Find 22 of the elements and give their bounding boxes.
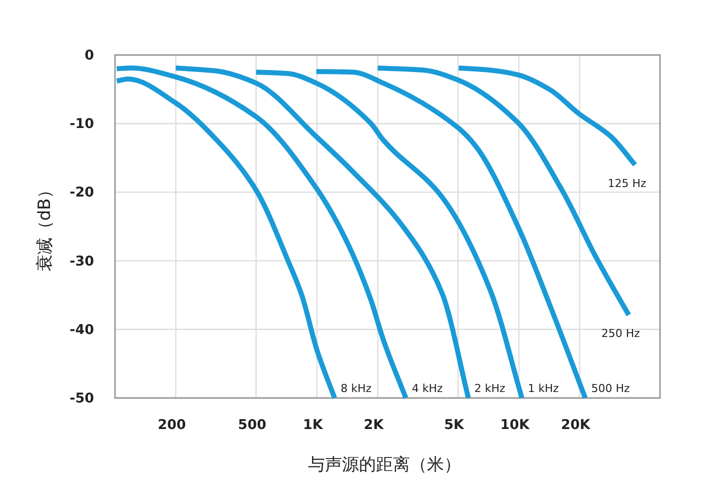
y-tick-label: -40 bbox=[70, 322, 94, 338]
y-tick-label: -10 bbox=[70, 116, 94, 132]
series-label: 2 kHz bbox=[474, 382, 506, 395]
x-tick-label: 5K bbox=[444, 417, 465, 433]
x-tick-label: 500 bbox=[238, 417, 266, 433]
y-tick-label: 0 bbox=[84, 48, 94, 64]
series-label: 500 Hz bbox=[591, 382, 630, 395]
y-tick-label: -20 bbox=[70, 184, 94, 201]
x-tick-label: 2K bbox=[364, 417, 384, 433]
y-axis-title: 衰减（dB） bbox=[35, 181, 55, 272]
x-tick-label: 200 bbox=[158, 417, 186, 433]
x-tick-label: 1K bbox=[303, 417, 324, 433]
series-label: 4 kHz bbox=[412, 382, 443, 395]
x-tick-label: 10K bbox=[500, 417, 530, 433]
series-label: 8 kHz bbox=[340, 382, 372, 395]
series-label: 1 kHz bbox=[528, 382, 560, 395]
y-tick-label: -50 bbox=[70, 390, 94, 406]
x-axis-title: 与声源的距离（米） bbox=[308, 455, 461, 475]
y-tick-label: -30 bbox=[70, 253, 94, 270]
x-tick-label: 20K bbox=[561, 417, 591, 433]
series-label: 125 Hz bbox=[608, 176, 647, 190]
series-label: 250 Hz bbox=[601, 326, 640, 340]
